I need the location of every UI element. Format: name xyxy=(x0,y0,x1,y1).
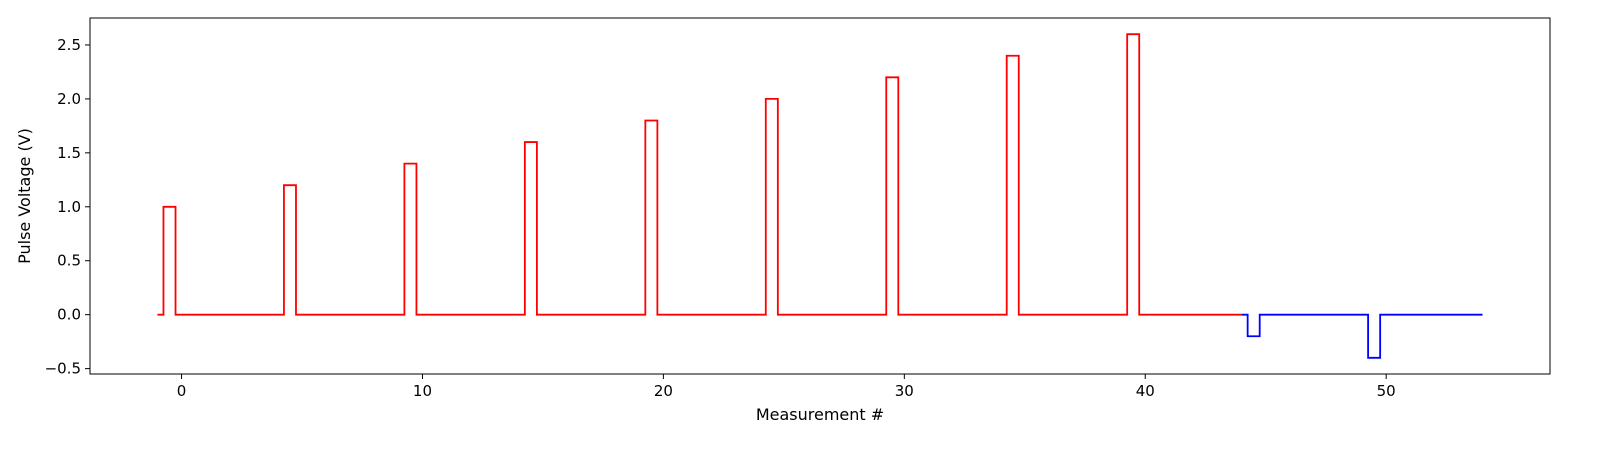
y-tick-label: 1.0 xyxy=(57,198,81,216)
plot-frame xyxy=(89,17,1551,375)
y-axis-ticks: −0.5 0.0 0.5 1.0 1.5 2.0 2.5 xyxy=(45,36,90,378)
x-tick-label: 50 xyxy=(1377,382,1396,400)
y-tick-label: 0.5 xyxy=(57,252,81,270)
x-tick-label: 40 xyxy=(1136,382,1155,400)
x-axis-label: Measurement # xyxy=(756,405,884,424)
x-tick-label: 0 xyxy=(177,382,187,400)
x-axis-ticks: 0 10 20 30 40 50 xyxy=(177,374,1396,400)
x-tick-label: 20 xyxy=(654,382,673,400)
series-line-2 xyxy=(1241,313,1483,359)
y-tick-label: 2.5 xyxy=(57,36,81,54)
y-tick-label: 1.5 xyxy=(57,144,81,162)
y-tick-label: −0.5 xyxy=(45,360,81,378)
x-tick-label: 10 xyxy=(413,382,432,400)
y-tick-label: 0.0 xyxy=(57,306,81,324)
series-layer xyxy=(157,33,1483,359)
series-line-1 xyxy=(157,33,1242,316)
y-tick-label: 2.0 xyxy=(57,90,81,108)
y-axis-label: Pulse Voltage (V) xyxy=(15,128,34,264)
x-tick-label: 30 xyxy=(895,382,914,400)
